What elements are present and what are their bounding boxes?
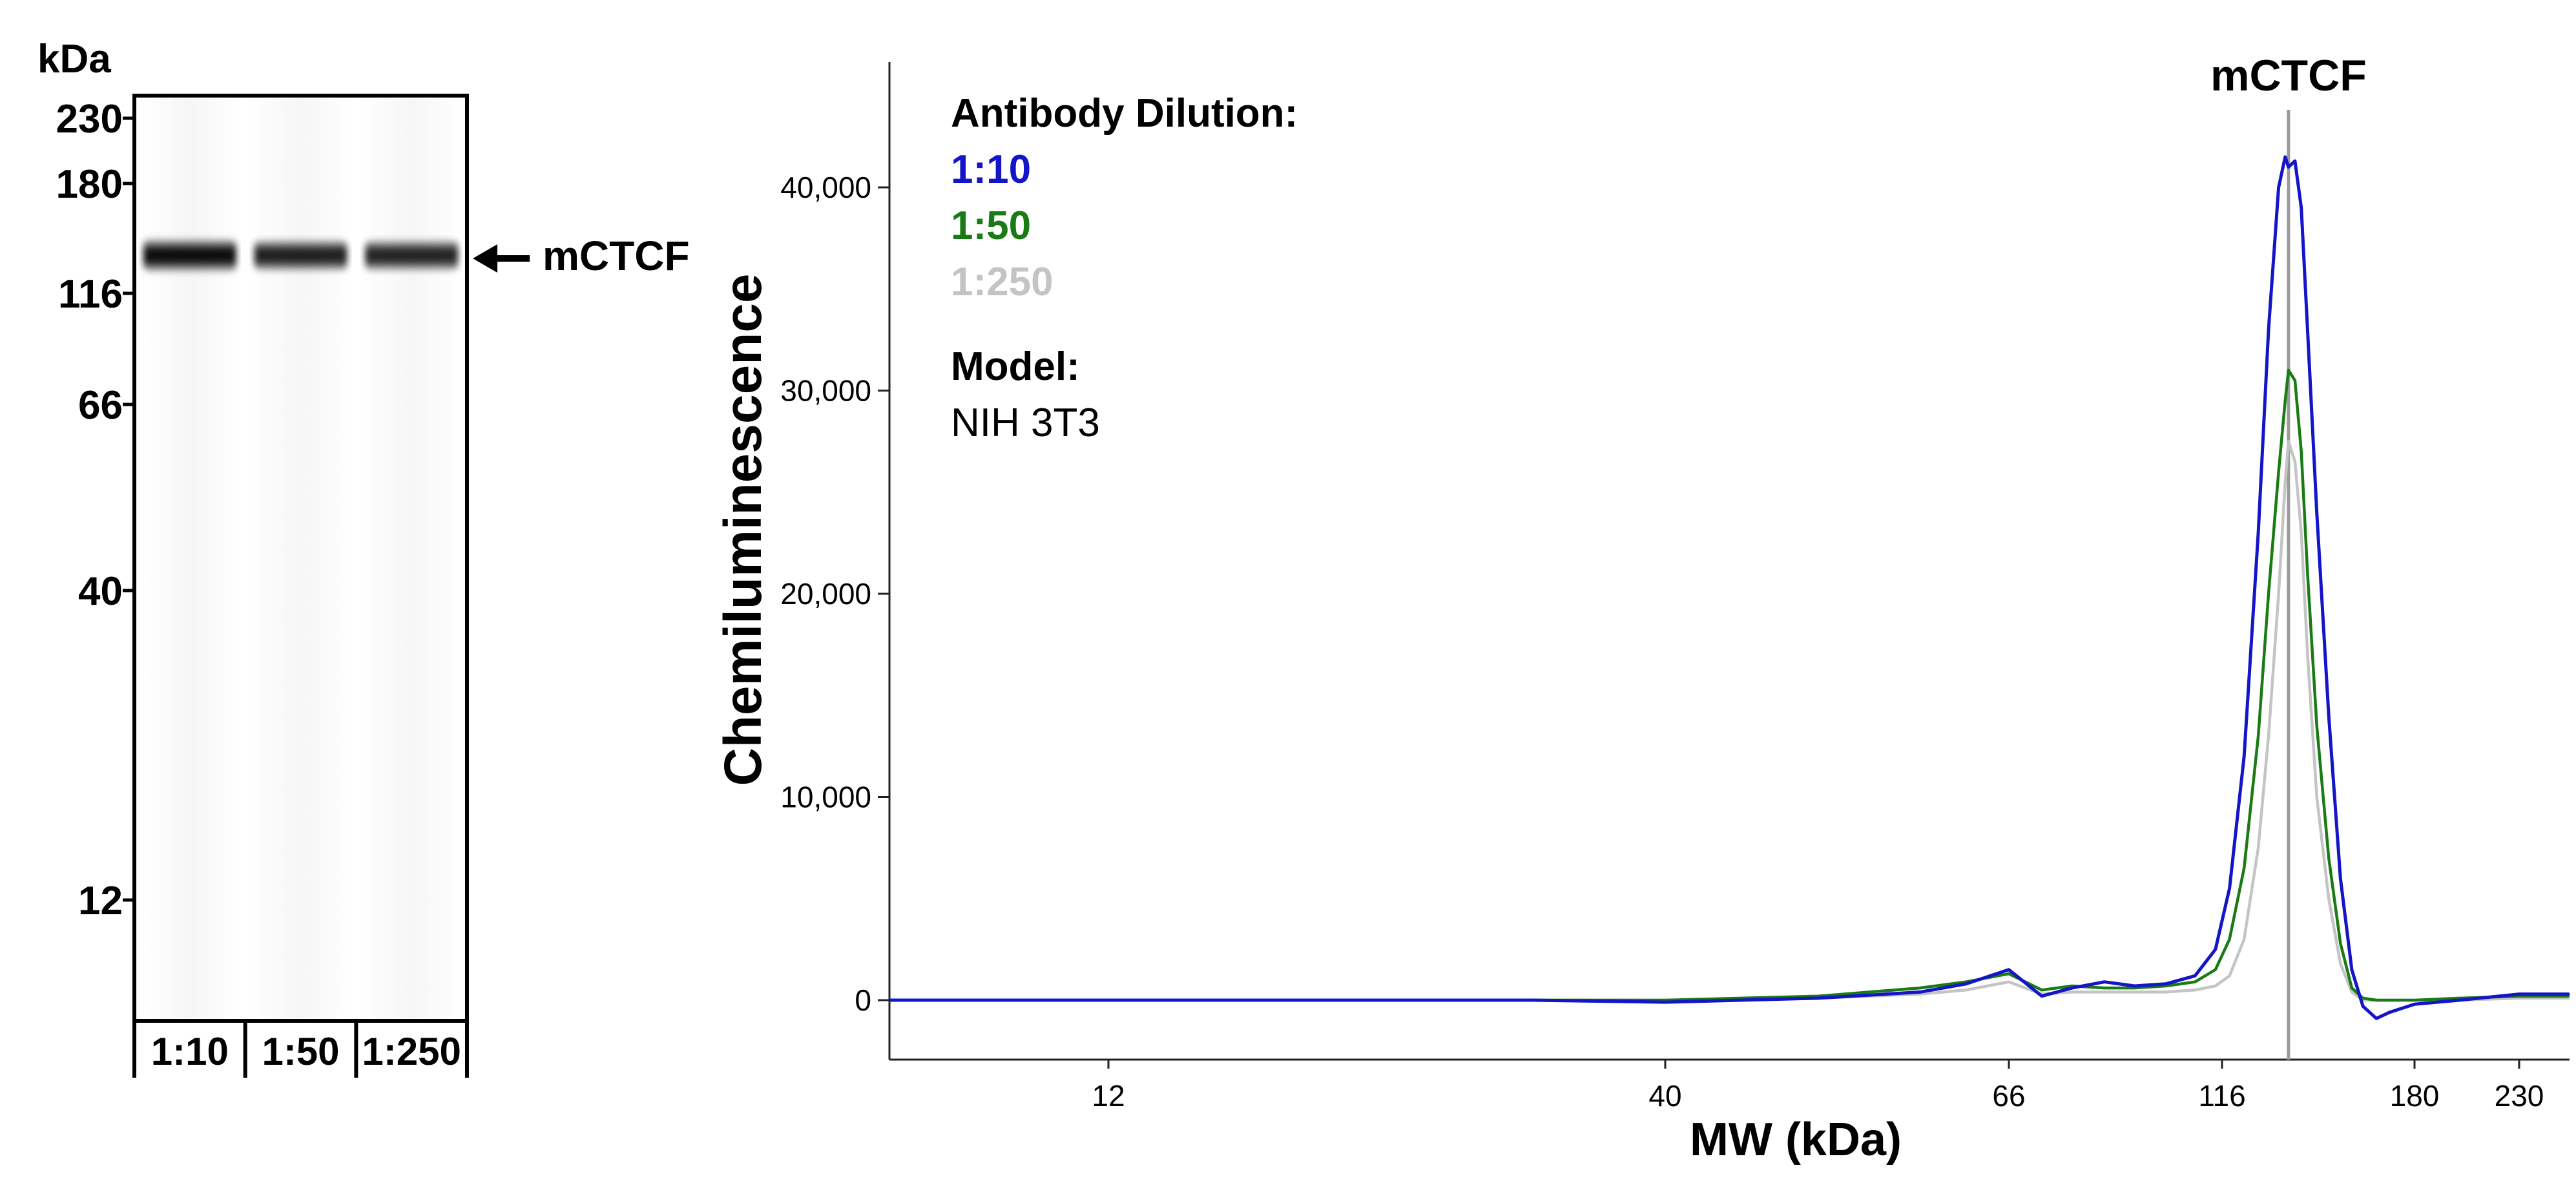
- legend-title: Antibody Dilution:: [951, 91, 1298, 136]
- model-value: NIH 3T3: [951, 401, 1100, 445]
- gel-marker-label: 230: [56, 97, 123, 141]
- legend-entry-1-50: 1:50: [951, 204, 1031, 248]
- kda-unit-label: kDa: [37, 37, 111, 81]
- band-arrow: [473, 244, 530, 273]
- gel-lane: [360, 98, 463, 1018]
- gel-marker-label: 116: [58, 272, 123, 317]
- gel-lane-label: 1:10: [151, 1030, 229, 1073]
- gel-band: [143, 238, 236, 273]
- x-axis-label: MW (kDa): [1690, 1114, 1902, 1166]
- x-tick-label: 66: [1992, 1079, 2025, 1113]
- gel-lane-label: 1:50: [262, 1030, 339, 1073]
- y-tick-label: 0: [855, 983, 871, 1017]
- series-line-1-10: [889, 155, 2570, 1020]
- x-tick-label: 180: [2390, 1079, 2440, 1113]
- y-tick-label: 40,000: [780, 171, 871, 204]
- y-tick-label: 30,000: [780, 374, 871, 408]
- y-axis-label: Chemiluminescence: [714, 274, 773, 786]
- gel-lane: [249, 98, 353, 1018]
- legend-entry-1-10: 1:10: [951, 147, 1031, 192]
- x-tick-label: 40: [1648, 1079, 1681, 1113]
- band-label: mCTCF: [543, 233, 690, 279]
- gel-lane-label: 1:250: [362, 1030, 461, 1073]
- gel-band: [365, 239, 458, 271]
- series-line-1-50: [889, 368, 2570, 1002]
- y-tick-label: 20,000: [780, 577, 871, 611]
- x-tick-label: 116: [2198, 1079, 2245, 1113]
- x-tick-label: 12: [1092, 1079, 1125, 1113]
- gel-marker-label: 66: [78, 383, 123, 428]
- x-tick-label: 230: [2495, 1079, 2544, 1113]
- gel-lane: [138, 98, 242, 1018]
- model-title: Model:: [951, 344, 1080, 389]
- y-tick-label: 10,000: [780, 780, 871, 814]
- gel-marker-label: 40: [78, 569, 123, 614]
- peak-label: mCTCF: [2210, 51, 2367, 100]
- gel-marker-label: 180: [56, 162, 123, 207]
- electropherogram-plot: 0 10,000 20,000 30,000 40,000 12 40 66 116 180 23…: [714, 51, 2570, 1166]
- legend-entry-1-250: 1:250: [951, 260, 1054, 304]
- gel-panel: kDa 230 180 116 66 40 12 1:10 1:50 1:250 mCTCF: [37, 37, 690, 1078]
- gel-band: [254, 239, 348, 272]
- gel-marker-label: 12: [78, 879, 123, 923]
- legend: Antibody Dilution: 1:10 1:50 1:250 Model…: [951, 91, 1298, 445]
